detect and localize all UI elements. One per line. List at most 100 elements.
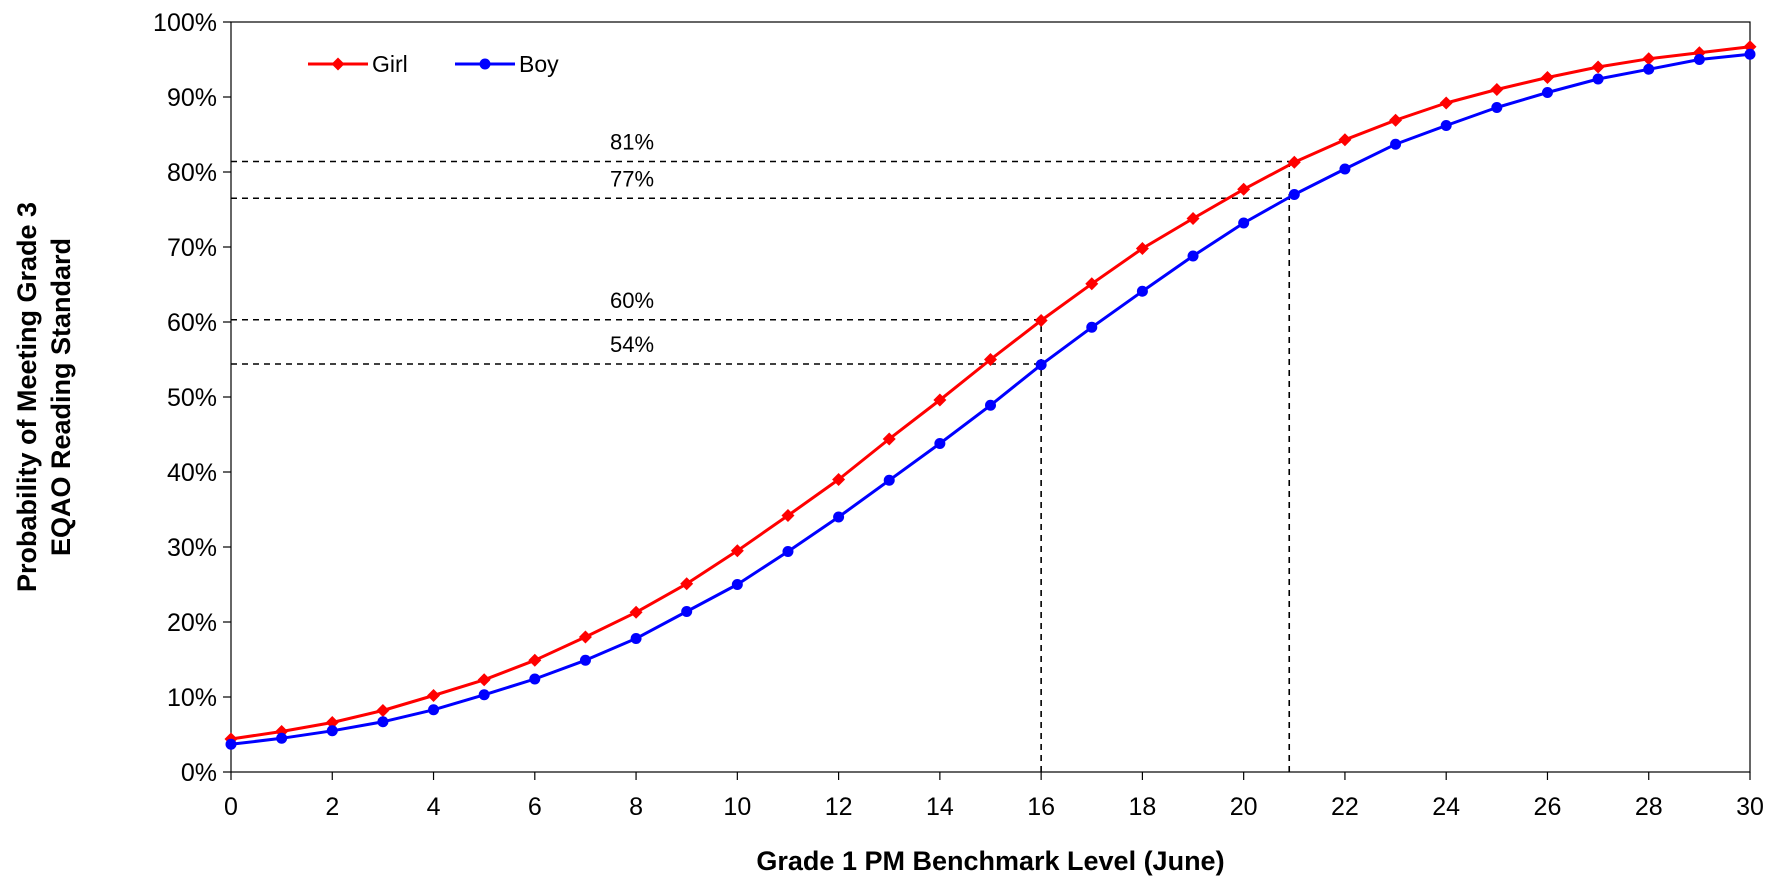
y-tick-label: 30% (167, 534, 217, 562)
x-axis-title: Grade 1 PM Benchmark Level (June) (756, 846, 1224, 876)
x-tick-label: 6 (528, 793, 542, 821)
data-point (1643, 63, 1655, 75)
data-point (1642, 52, 1656, 66)
y-tick-label: 90% (167, 84, 217, 112)
x-tick-label: 4 (427, 793, 441, 821)
data-point (1034, 314, 1048, 327)
data-point (1339, 163, 1351, 175)
data-point (629, 605, 643, 619)
x-tick-label: 12 (825, 793, 853, 821)
data-point (579, 654, 591, 666)
data-point (529, 673, 541, 685)
series-girl (224, 40, 1757, 746)
data-point (1086, 321, 1098, 333)
y-tick-label: 70% (167, 234, 217, 262)
x-tick-label: 14 (926, 793, 954, 821)
data-point (1085, 277, 1099, 291)
x-tick-label: 8 (629, 793, 643, 821)
x-tick-label: 20 (1230, 793, 1258, 821)
y-axis: 0% 10% 20% 30% 40% 50% 60% 70% 80% 90% 100% (153, 9, 231, 787)
data-point (1389, 113, 1403, 127)
data-point (1135, 242, 1149, 255)
data-point (1238, 217, 1250, 229)
data-point (326, 725, 338, 737)
data-point (1540, 71, 1554, 84)
y-tick-label: 20% (167, 609, 217, 637)
legend-marker (479, 58, 491, 70)
data-point (1186, 212, 1200, 225)
data-point (730, 544, 744, 558)
x-tick-label: 30 (1736, 793, 1764, 821)
x-axis: 0 2 4 6 8 10 12 14 16 18 20 22 24 26 28 30 (224, 772, 1764, 821)
data-point (376, 704, 390, 717)
data-point (934, 438, 946, 449)
reference-label: 81% (610, 130, 654, 155)
plot-border (230, 21, 1751, 773)
y-tick-label: 80% (167, 159, 217, 187)
data-point (1440, 120, 1452, 131)
data-point (377, 716, 389, 728)
data-point (427, 689, 441, 702)
x-tick-label: 28 (1635, 793, 1663, 821)
data-point (833, 511, 845, 523)
data-point (680, 577, 694, 591)
plot-area (230, 21, 1751, 773)
legend-marker (331, 57, 345, 71)
y-tick-label: 0% (181, 759, 217, 787)
data-point (225, 738, 237, 750)
data-point (1287, 155, 1301, 169)
x-tick-label: 10 (723, 793, 751, 821)
data-point (933, 393, 947, 407)
y-axis-title: Probability of Meeting Grade 3 EQAO Readi… (12, 202, 76, 592)
x-tick-label: 0 (224, 793, 238, 821)
data-point (428, 704, 440, 716)
data-point (1035, 359, 1047, 371)
data-point (477, 673, 491, 687)
x-tick-label: 22 (1331, 793, 1359, 821)
data-point (1187, 250, 1199, 262)
series-boy (225, 48, 1756, 750)
y-tick-label: 10% (167, 684, 217, 712)
data-point (782, 546, 794, 557)
data-point (478, 689, 490, 701)
data-point (325, 716, 339, 729)
x-tick-label: 16 (1027, 793, 1055, 821)
data-point (781, 509, 795, 522)
data-point (276, 732, 288, 744)
data-point (1592, 73, 1604, 85)
data-point (731, 579, 743, 590)
legend-label: Girl (372, 51, 408, 77)
data-point (882, 432, 896, 446)
data-point (1491, 102, 1503, 113)
series-line (230, 45, 1751, 741)
legend-item: Boy (455, 51, 559, 77)
y-tick-label: 40% (167, 459, 217, 487)
series-layer (224, 40, 1757, 750)
data-point (528, 653, 542, 667)
y-tick-label: 100% (153, 9, 217, 37)
data-point (578, 630, 592, 644)
data-point (1439, 96, 1453, 110)
series-line (230, 52, 1751, 746)
reference-label: 60% (610, 288, 654, 313)
data-point (1237, 182, 1251, 196)
data-point (1338, 133, 1352, 147)
data-point (1744, 48, 1756, 60)
data-point (1390, 138, 1402, 150)
y-tick-label: 50% (167, 384, 217, 412)
data-point (1490, 83, 1504, 96)
reference-label: 77% (610, 166, 654, 191)
x-tick-label: 2 (325, 793, 339, 821)
data-point (1136, 285, 1148, 297)
data-point (1541, 87, 1553, 98)
data-point (1288, 189, 1300, 200)
data-point (1693, 54, 1705, 65)
legend: Girl Boy (308, 51, 559, 77)
data-point (1591, 60, 1605, 74)
legend-item: Girl (308, 51, 408, 77)
x-tick-label: 18 (1128, 793, 1156, 821)
x-tick-label: 24 (1432, 793, 1460, 821)
data-point (883, 474, 895, 486)
data-point (681, 606, 693, 617)
